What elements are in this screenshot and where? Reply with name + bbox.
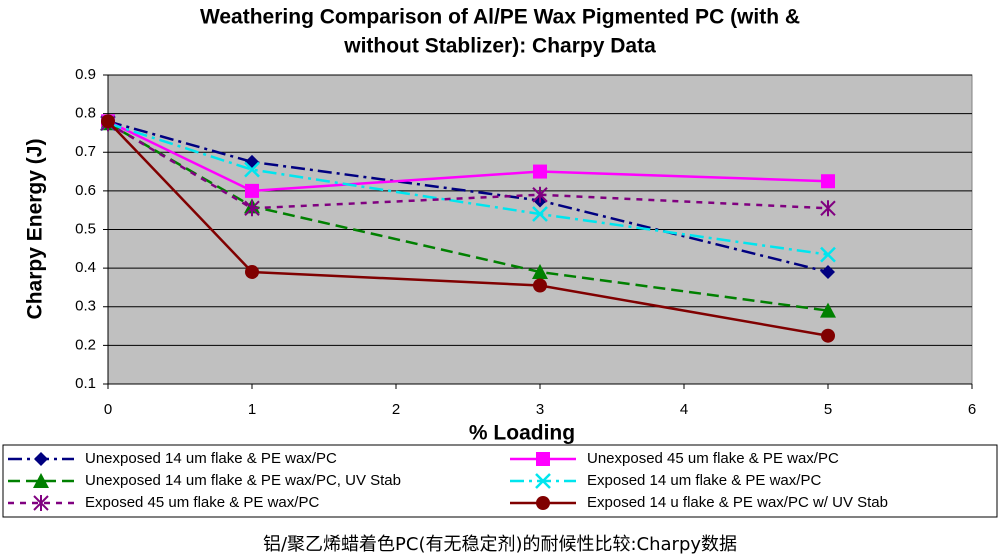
series-line [107, 122, 829, 256]
marker [532, 263, 548, 279]
series-line [107, 120, 829, 193]
legend-marker [33, 495, 49, 511]
legend-box [2, 444, 998, 518]
marker [101, 114, 115, 129]
x-tick-label: 6 [968, 401, 976, 418]
legend-marker [536, 496, 550, 510]
legend-marker [33, 473, 49, 488]
y-tick-label: 0.7 [75, 143, 96, 160]
y-tick-label: 0.2 [75, 336, 96, 353]
marker [821, 264, 835, 279]
y-tick-label: 0.5 [75, 220, 96, 237]
x-tick-label: 3 [536, 401, 544, 418]
caption: 铝/聚乙烯蜡着色PC(有无稳定剂)的耐候性比较:Charpy数据 [263, 534, 737, 555]
y-tick-label: 0.4 [75, 259, 96, 276]
legend-label: Unexposed 45 um flake & PE wax/PC [587, 450, 839, 467]
y-axis-label: Charpy Energy (J) [24, 139, 47, 320]
y-tick-label: 0.9 [75, 66, 96, 83]
marker [820, 200, 836, 217]
marker [821, 174, 835, 189]
legend-marker [535, 473, 551, 489]
chart-title: without Stablizer): Charpy Data [343, 35, 656, 58]
y-tick-label: 0.6 [75, 182, 96, 199]
legend-label: Exposed 14 u flake & PE wax/PC w/ UV Sta… [587, 494, 888, 511]
x-tick-label: 0 [104, 401, 112, 418]
marker [820, 302, 836, 318]
marker [245, 264, 259, 279]
legend-marker [536, 452, 550, 466]
marker [532, 186, 548, 203]
marker [532, 206, 548, 222]
marker [821, 328, 835, 343]
x-tick-label: 2 [392, 401, 400, 418]
marker [244, 161, 260, 178]
x-tick-label: 5 [824, 401, 832, 418]
series-line [107, 120, 829, 337]
marker [533, 278, 547, 293]
legend-label: Exposed 45 um flake & PE wax/PC [85, 494, 319, 511]
y-tick-label: 0.3 [75, 298, 96, 315]
y-tick-label: 0.1 [75, 375, 96, 392]
x-tick-label: 4 [680, 401, 688, 418]
y-tick-label: 0.8 [75, 105, 96, 122]
marker [533, 164, 547, 179]
marker [820, 246, 836, 263]
series-line [107, 120, 829, 274]
legend-label: Unexposed 14 um flake & PE wax/PC, UV St… [85, 472, 401, 489]
chart-title: Weathering Comparison of Al/PE Wax Pigme… [200, 6, 800, 29]
series-line [107, 122, 829, 312]
legend-label: Unexposed 14 um flake & PE wax/PC [85, 450, 337, 467]
marker [245, 183, 259, 198]
x-tick-label: 1 [248, 401, 256, 418]
legend-marker [34, 452, 48, 466]
x-axis-label: % Loading [469, 422, 575, 445]
marker [244, 200, 260, 217]
legend-label: Exposed 14 um flake & PE wax/PC [587, 472, 821, 489]
